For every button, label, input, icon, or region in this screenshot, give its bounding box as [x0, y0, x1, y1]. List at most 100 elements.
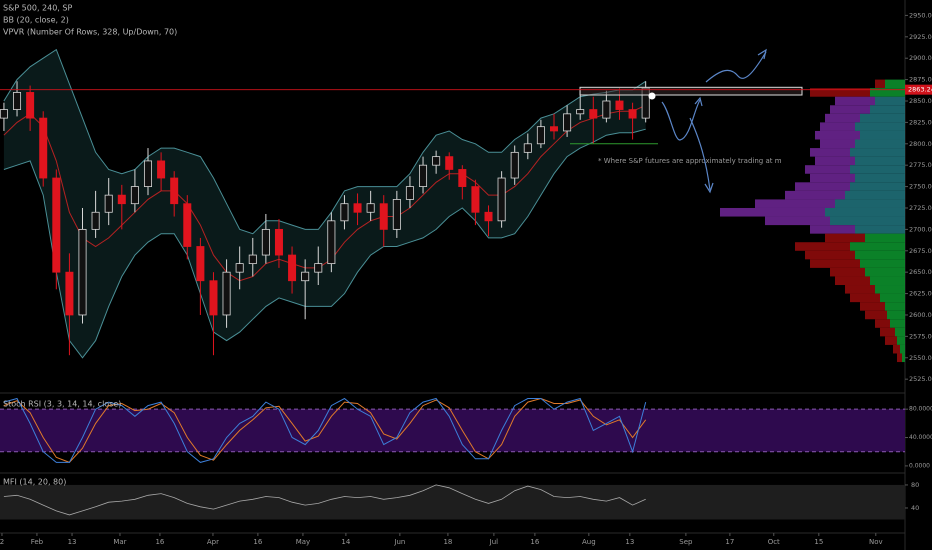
vp-down	[810, 148, 850, 157]
x-tick-label: Aug	[582, 538, 596, 546]
arrow-up-head	[757, 48, 767, 60]
vp-up	[875, 96, 905, 106]
vp-up	[865, 267, 905, 277]
candle-body	[314, 263, 323, 273]
candle-body	[628, 109, 637, 119]
candle-body	[13, 92, 22, 110]
vp-down	[765, 216, 830, 226]
last-price-label: 2863.24	[908, 86, 932, 94]
candle-body	[78, 228, 87, 316]
candle-body	[458, 169, 467, 187]
mfi-y-tick-label: 80	[911, 481, 919, 489]
stoch-y-tick-label: 80.0000	[909, 406, 932, 413]
vp-down	[755, 199, 835, 208]
mfi-band	[0, 484, 905, 520]
vp-down	[820, 139, 855, 149]
vp-up	[902, 353, 905, 363]
vp-up	[835, 199, 905, 208]
bb-lower	[3, 128, 646, 359]
vp-down	[850, 293, 880, 303]
vp-down	[875, 319, 890, 328]
vp-down	[820, 122, 855, 131]
candle-body	[65, 271, 74, 316]
candle-body	[379, 203, 388, 230]
candle-body	[340, 203, 349, 222]
stoch-d	[3, 397, 647, 463]
vp-down	[825, 233, 865, 243]
arrow-dip-head	[694, 96, 703, 107]
vp-up	[880, 293, 905, 303]
vp-up	[850, 148, 905, 157]
arrow-dip	[661, 99, 701, 141]
vp-up	[885, 79, 905, 89]
y-tick-label: 2650.00	[909, 268, 932, 276]
candle-body	[549, 126, 559, 132]
y-tick-label: 2825.00	[909, 118, 932, 126]
vp-up	[825, 207, 905, 217]
vp-up	[860, 259, 905, 268]
stoch-y-tick-label: 0.0000	[909, 462, 930, 469]
candle-body	[419, 164, 428, 187]
vp-up	[870, 88, 905, 97]
x-tick-label: Feb	[31, 538, 44, 546]
candle-body	[288, 254, 297, 282]
y-tick-label: 2775.00	[909, 161, 932, 169]
bb-upper	[3, 48, 646, 235]
vp-up	[865, 233, 905, 243]
vp-up	[860, 113, 905, 123]
x-tick-label: Nov	[869, 538, 883, 546]
vp-down	[795, 242, 850, 251]
candle-body	[405, 186, 414, 200]
vp-down	[830, 267, 865, 277]
candle-body	[91, 211, 100, 230]
vp-up	[887, 310, 905, 320]
vp-down	[815, 130, 860, 140]
y-tick-label: 2750.00	[909, 183, 932, 191]
candle-body	[497, 177, 506, 222]
chart-title: S&P 500, 240, SP	[3, 4, 72, 13]
x-tick-label: Apr	[207, 538, 219, 546]
y-tick-label: 2950.00	[909, 11, 932, 19]
arrow-up	[705, 51, 767, 83]
vp-up	[830, 216, 905, 226]
vp-down	[865, 310, 887, 320]
vp-down	[860, 302, 885, 311]
vp-down	[810, 88, 870, 97]
candle-body	[170, 177, 179, 205]
vp-up	[855, 139, 905, 149]
y-tick-label: 2700.00	[909, 225, 932, 233]
vpvr-legend: VPVR (Number Of Rows, 328, Up/Down, 70)	[3, 28, 177, 37]
y-tick-label: 2925.00	[909, 33, 932, 41]
candle-body	[235, 263, 244, 273]
vp-up	[870, 276, 905, 286]
candle-body	[261, 228, 270, 256]
y-tick-label: 2800.00	[909, 140, 932, 148]
x-tick-label: 16	[530, 538, 539, 546]
arrow-down-head	[704, 182, 714, 194]
vp-up	[897, 336, 905, 345]
mfi-line	[3, 484, 646, 516]
candle-body	[130, 186, 139, 205]
candle-body	[301, 271, 310, 282]
y-tick-label: 2875.00	[909, 76, 932, 84]
x-tick-label: Sep	[679, 538, 693, 546]
candle-body	[615, 100, 624, 110]
vp-down	[830, 105, 870, 114]
x-tick-label: 16	[155, 538, 164, 546]
vp-down	[785, 190, 845, 200]
arrow-down	[689, 117, 711, 191]
candle-body	[39, 117, 48, 179]
vp-down	[845, 285, 875, 294]
candle-body	[143, 160, 152, 187]
candle-body	[392, 199, 401, 230]
candle-body	[104, 194, 113, 213]
vp-down	[897, 353, 902, 363]
vp-up	[855, 122, 905, 131]
x-tick-label: 17	[725, 538, 734, 546]
vp-up	[870, 105, 905, 114]
y-tick-label: 2575.00	[909, 332, 932, 340]
stoch-band	[0, 409, 905, 452]
vp-down	[835, 96, 875, 106]
